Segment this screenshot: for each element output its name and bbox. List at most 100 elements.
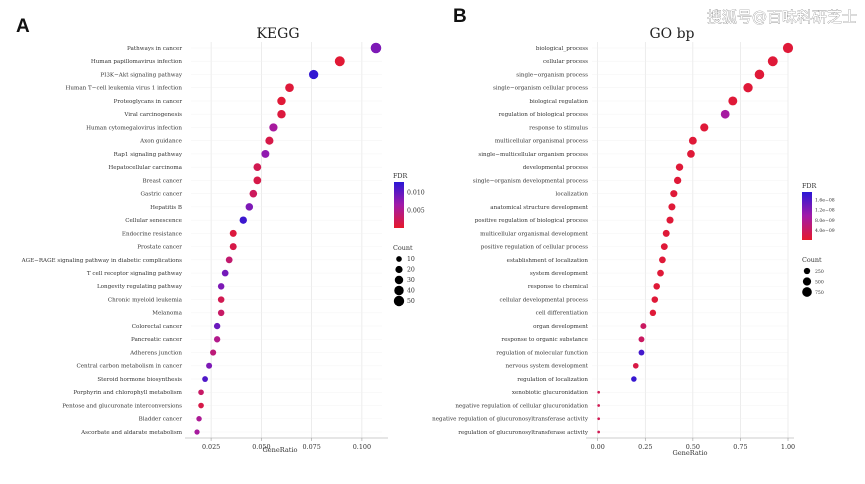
category-label: Human T−cell leukemia virus 1 infection: [66, 86, 183, 92]
data-point: [670, 190, 678, 198]
data-point: [277, 96, 286, 106]
category-label: regulation of localization: [517, 377, 588, 383]
data-point: [277, 109, 286, 119]
kegg-legend: FDR 0.005 0.010 Count 10 20 30 40 50: [393, 172, 425, 307]
category-label: Viral carcinogenesis: [123, 112, 182, 118]
count-legend-dot: [803, 267, 811, 275]
data-point: [217, 283, 225, 290]
fdr-tick-label: 1.2e−08: [815, 208, 835, 214]
gobp-fdr-legend-title: FDR: [802, 182, 817, 190]
fdr-tick-label: 4.0e−09: [815, 228, 835, 234]
data-point: [659, 256, 666, 264]
x-tick-label: 0.00: [591, 443, 605, 451]
x-tick-label: 0.025: [202, 443, 220, 451]
data-point: [206, 362, 213, 369]
category-label: Adherens junction: [129, 350, 182, 356]
category-label: Central carbon metabolism in cancer: [76, 364, 182, 370]
gobp-fdr-colorbar: [802, 192, 812, 240]
data-point: [597, 417, 601, 421]
category-label: Axon guidance: [139, 139, 183, 145]
count-legend-label: 250: [815, 269, 824, 275]
category-label: localization: [556, 192, 589, 198]
data-point: [754, 69, 765, 80]
category-label: PI3K−Akt signaling pathway: [100, 72, 182, 78]
category-label: Porphyrin and chlorophyll metabolism: [73, 390, 182, 396]
gobp-legend: FDR 4.0e−09 8.0e−09 1.2e−08 1.6e−08 Count 2…: [802, 182, 835, 297]
data-point: [651, 296, 659, 303]
category-label: Bladder cancer: [139, 417, 183, 423]
data-point: [700, 123, 709, 132]
data-point: [668, 203, 676, 211]
data-point: [640, 323, 647, 330]
category-label: negative regulation of glucuronosyltrans…: [432, 417, 589, 423]
category-label: AGE−RAGE signaling pathway in diabetic c…: [21, 258, 183, 264]
category-label: regulation of biological process: [499, 112, 589, 118]
x-tick-label: 0.25: [638, 443, 652, 451]
category-label: response to stimulus: [529, 125, 588, 131]
data-point: [597, 404, 601, 407]
count-legend-label: 10: [407, 256, 415, 263]
count-legend-dot: [395, 265, 403, 274]
data-point: [687, 150, 695, 158]
data-point: [767, 56, 778, 67]
kegg-title: KEGG: [256, 26, 299, 42]
data-point: [196, 416, 202, 422]
category-label: Human cytomegalovirus infection: [86, 125, 182, 131]
count-legend-label: 30: [407, 277, 415, 284]
category-label: single−organism cellular process: [493, 86, 588, 92]
category-label: Chronic myeloid leukemia: [108, 297, 183, 303]
count-legend-dot: [393, 295, 405, 307]
category-label: response to chemical: [528, 284, 588, 290]
data-point: [261, 149, 270, 158]
data-point: [631, 376, 637, 382]
gobp-count-legend-title: Count: [802, 256, 822, 264]
kegg-plot-area: Pathways in cancer Human papillomavirus i…: [21, 42, 388, 451]
category-label: Rap1 signaling pathway: [114, 152, 183, 158]
count-legend-label: 500: [815, 280, 824, 286]
data-point: [675, 163, 684, 171]
category-label: Melanoma: [152, 311, 182, 317]
category-label: cellular developmental process: [500, 297, 589, 303]
category-label: biological regulation: [529, 99, 588, 105]
category-label: biological_process: [536, 46, 588, 52]
category-label: Steroid hormone biosynthesis: [97, 377, 182, 383]
gobp-title: GO bp: [649, 26, 694, 42]
data-point: [632, 362, 639, 369]
data-point: [210, 349, 217, 356]
category-label: Pentose and glucuronate interconversions: [62, 403, 182, 409]
data-point: [649, 309, 657, 317]
fdr-tick-label: 0.005: [407, 207, 425, 214]
category-label: response to organic substance: [501, 337, 588, 343]
gobp-panel: B GO bp biological_process cellular proce…: [432, 6, 835, 457]
category-label: Cellular senescence: [125, 218, 182, 224]
category-label: Longevity regulating pathway: [97, 284, 183, 290]
category-label: Hepatocellular carcinoma: [108, 165, 182, 171]
category-label: Ascorbate and aldarate metabolism: [80, 430, 183, 436]
gobp-plot-area: biological_process cellular process single…: [432, 42, 795, 451]
category-label: regulation of glucuronosyltransferase ac…: [458, 430, 589, 436]
category-label: negative regulation of cellular glucuron…: [455, 403, 588, 409]
data-point: [221, 269, 229, 277]
x-tick-label: 0.075: [302, 443, 320, 451]
panel-letter-a: A: [16, 16, 30, 37]
data-point: [782, 42, 794, 54]
category-label: Pancreatic cancer: [131, 337, 182, 343]
count-legend-dot: [394, 285, 404, 296]
fdr-tick-label: 8.0e−09: [815, 218, 835, 224]
category-label: single−organism process: [516, 72, 588, 78]
data-point: [253, 176, 262, 185]
category-label: Pathways in cancer: [127, 46, 182, 52]
count-legend-label: 50: [407, 298, 415, 305]
data-point: [217, 296, 225, 303]
data-point: [245, 203, 254, 211]
category-label: xenobiotic glucuronidation: [512, 390, 589, 396]
data-point: [253, 163, 262, 172]
kegg-panel: A KEGG Pathways in cancer Human papilloma…: [16, 16, 425, 454]
data-point: [597, 430, 601, 434]
category-label: cellular process: [543, 59, 588, 65]
category-label: positive regulation of cellular process: [481, 245, 588, 251]
category-label: single−organism developmental process: [473, 178, 588, 184]
category-label: Hepatitis B: [150, 205, 182, 211]
data-point: [239, 216, 247, 224]
